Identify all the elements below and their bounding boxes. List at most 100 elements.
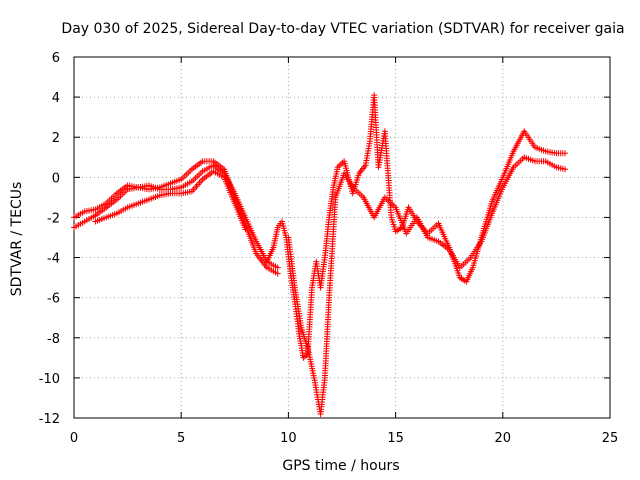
data-point <box>201 170 204 173</box>
y-tick-label: 6 <box>52 51 60 66</box>
data-point <box>234 192 236 195</box>
data-point <box>373 216 375 219</box>
data-point <box>324 377 326 379</box>
data-point <box>276 226 279 229</box>
data-point <box>364 164 367 167</box>
data-point <box>105 216 107 219</box>
data-point <box>502 176 504 179</box>
data-point <box>544 150 547 153</box>
data-point <box>255 240 258 243</box>
data-point <box>358 172 360 175</box>
data-point <box>491 212 493 215</box>
data-point <box>212 170 215 173</box>
data-point <box>302 357 305 359</box>
data-point <box>126 206 129 209</box>
data-point <box>281 220 283 223</box>
data-point <box>437 240 440 243</box>
plot-frame <box>73 56 611 419</box>
y-tick-label: -8 <box>47 332 60 347</box>
data-point <box>315 260 318 263</box>
series-2 <box>92 168 249 233</box>
y-tick-label: -4 <box>47 252 60 267</box>
data-point <box>300 326 303 329</box>
data-point <box>244 216 247 219</box>
data-point <box>523 130 526 133</box>
y-tick-label: -6 <box>47 292 60 307</box>
data-point <box>158 188 161 191</box>
data-point <box>448 248 451 251</box>
data-point <box>298 332 300 335</box>
data-point <box>369 140 371 143</box>
data-point <box>191 190 193 193</box>
y-tick-label: 2 <box>52 131 60 146</box>
data-point <box>394 206 397 209</box>
y-tick-label: -12 <box>39 412 60 427</box>
data-point <box>94 214 97 217</box>
data-point <box>306 347 309 349</box>
data-point <box>116 212 118 215</box>
data-point <box>343 160 345 163</box>
data-point <box>328 216 330 219</box>
data-point <box>328 296 330 299</box>
data-point <box>169 188 172 191</box>
data-point <box>158 194 161 197</box>
data-point <box>471 266 474 269</box>
data-point <box>116 198 118 201</box>
data-point <box>255 252 258 255</box>
data-point <box>336 166 339 169</box>
y-tick-label: 0 <box>52 171 60 186</box>
data-point <box>465 280 468 283</box>
data-point <box>201 160 204 163</box>
data-point <box>437 222 440 225</box>
data-point <box>83 220 86 223</box>
data-points <box>71 92 568 417</box>
data-point <box>266 266 268 269</box>
data-point <box>73 216 75 219</box>
data-point <box>191 180 193 183</box>
data-point <box>343 172 345 175</box>
grid-lines <box>74 57 610 418</box>
data-point <box>555 152 558 155</box>
data-point <box>512 166 515 169</box>
data-point <box>491 200 493 203</box>
data-point <box>116 192 118 195</box>
data-point <box>180 178 182 181</box>
data-point <box>459 266 461 269</box>
data-point <box>244 228 247 231</box>
data-point <box>480 240 483 243</box>
data-point <box>191 168 193 171</box>
data-point <box>83 210 86 213</box>
data-point <box>426 236 429 239</box>
data-point <box>94 208 97 211</box>
data-point <box>534 146 536 149</box>
data-point <box>212 164 215 167</box>
x-tick-label: 15 <box>387 431 404 446</box>
x-tick-label: 5 <box>177 431 185 446</box>
data-point <box>180 192 182 195</box>
data-point <box>201 178 204 181</box>
x-tick-label: 10 <box>280 431 297 446</box>
data-point <box>73 226 75 229</box>
data-point <box>169 182 172 185</box>
data-point <box>405 232 408 235</box>
data-point <box>373 94 375 96</box>
data-point <box>416 216 418 219</box>
data-point <box>324 256 326 259</box>
data-point <box>512 150 515 153</box>
x-tick-label: 0 <box>70 431 78 446</box>
data-point <box>148 188 150 191</box>
data-point <box>212 160 215 163</box>
data-point <box>334 196 337 199</box>
data-point <box>469 256 472 259</box>
data-point <box>311 286 313 289</box>
data-point <box>332 186 335 189</box>
data-point <box>502 186 504 189</box>
data-point <box>394 230 397 233</box>
series-3 <box>264 92 568 361</box>
y-tick-label: -2 <box>47 211 60 226</box>
data-point <box>544 160 547 163</box>
y-tick-label: -10 <box>39 372 60 387</box>
data-point <box>126 184 129 187</box>
